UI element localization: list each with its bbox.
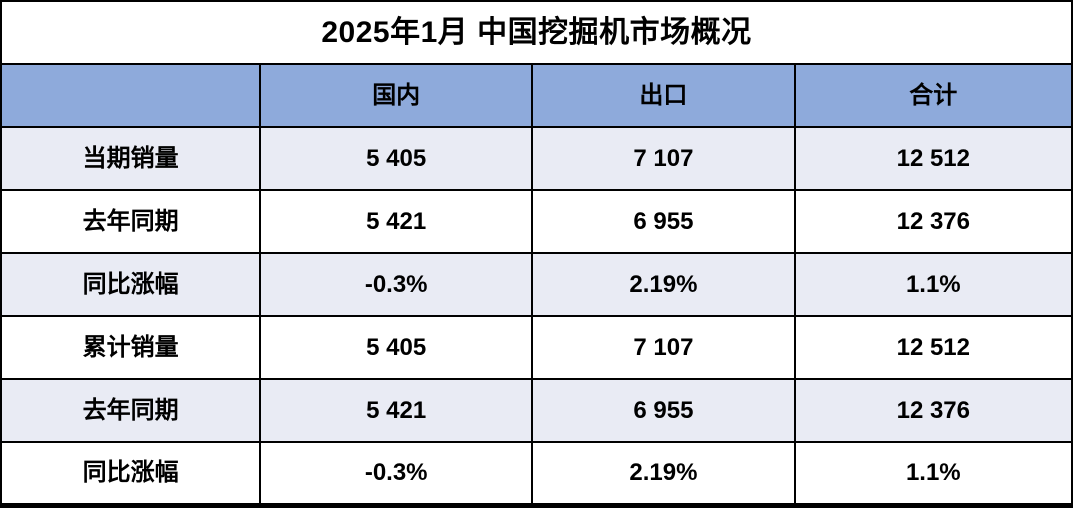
col-header-total: 合计 <box>793 63 1074 129</box>
cell-domestic: 5 421 <box>259 189 534 255</box>
page-title: 2025年1月 中国挖掘机市场概况 <box>0 0 1073 66</box>
row-label: 去年同期 <box>0 189 262 255</box>
row-label: 同比涨幅 <box>0 441 262 507</box>
col-header-domestic: 国内 <box>259 63 534 129</box>
cell-domestic: -0.3% <box>259 252 534 318</box>
title-row: 2025年1月 中国挖掘机市场概况 <box>0 0 1073 66</box>
cell-total: 1.1% <box>793 441 1074 507</box>
cell-domestic: 5 405 <box>259 126 534 192</box>
cell-export: 7 107 <box>531 315 796 381</box>
col-header-blank <box>0 63 262 129</box>
cell-domestic: -0.3% <box>259 441 534 507</box>
cell-domestic: 5 405 <box>259 315 534 381</box>
cell-total: 12 376 <box>793 378 1074 444</box>
cell-export: 7 107 <box>531 126 796 192</box>
table-row-current-sales: 当期销量 5 405 7 107 12 512 <box>0 126 1074 192</box>
row-label: 去年同期 <box>0 378 262 444</box>
col-header-export: 出口 <box>531 63 796 129</box>
cell-export: 2.19% <box>531 252 796 318</box>
row-label: 当期销量 <box>0 126 262 192</box>
header-row: 国内 出口 合计 <box>0 63 1074 129</box>
cell-total: 12 512 <box>793 126 1074 192</box>
table-row-yoy-change-cumulative: 同比涨幅 -0.3% 2.19% 1.1% <box>0 441 1074 507</box>
table-row-last-year-same-period-cumulative: 去年同期 5 421 6 955 12 376 <box>0 378 1074 444</box>
table-row-yoy-change: 同比涨幅 -0.3% 2.19% 1.1% <box>0 252 1074 318</box>
cell-total: 12 376 <box>793 189 1074 255</box>
cell-export: 2.19% <box>531 441 796 507</box>
cell-total: 12 512 <box>793 315 1074 381</box>
row-label: 同比涨幅 <box>0 252 262 318</box>
table-row-cumulative-sales: 累计销量 5 405 7 107 12 512 <box>0 315 1074 381</box>
cell-total: 1.1% <box>793 252 1074 318</box>
cell-export: 6 955 <box>531 378 796 444</box>
cell-domestic: 5 421 <box>259 378 534 444</box>
table-row-last-year-same-period: 去年同期 5 421 6 955 12 376 <box>0 189 1074 255</box>
cell-export: 6 955 <box>531 189 796 255</box>
row-label: 累计销量 <box>0 315 262 381</box>
